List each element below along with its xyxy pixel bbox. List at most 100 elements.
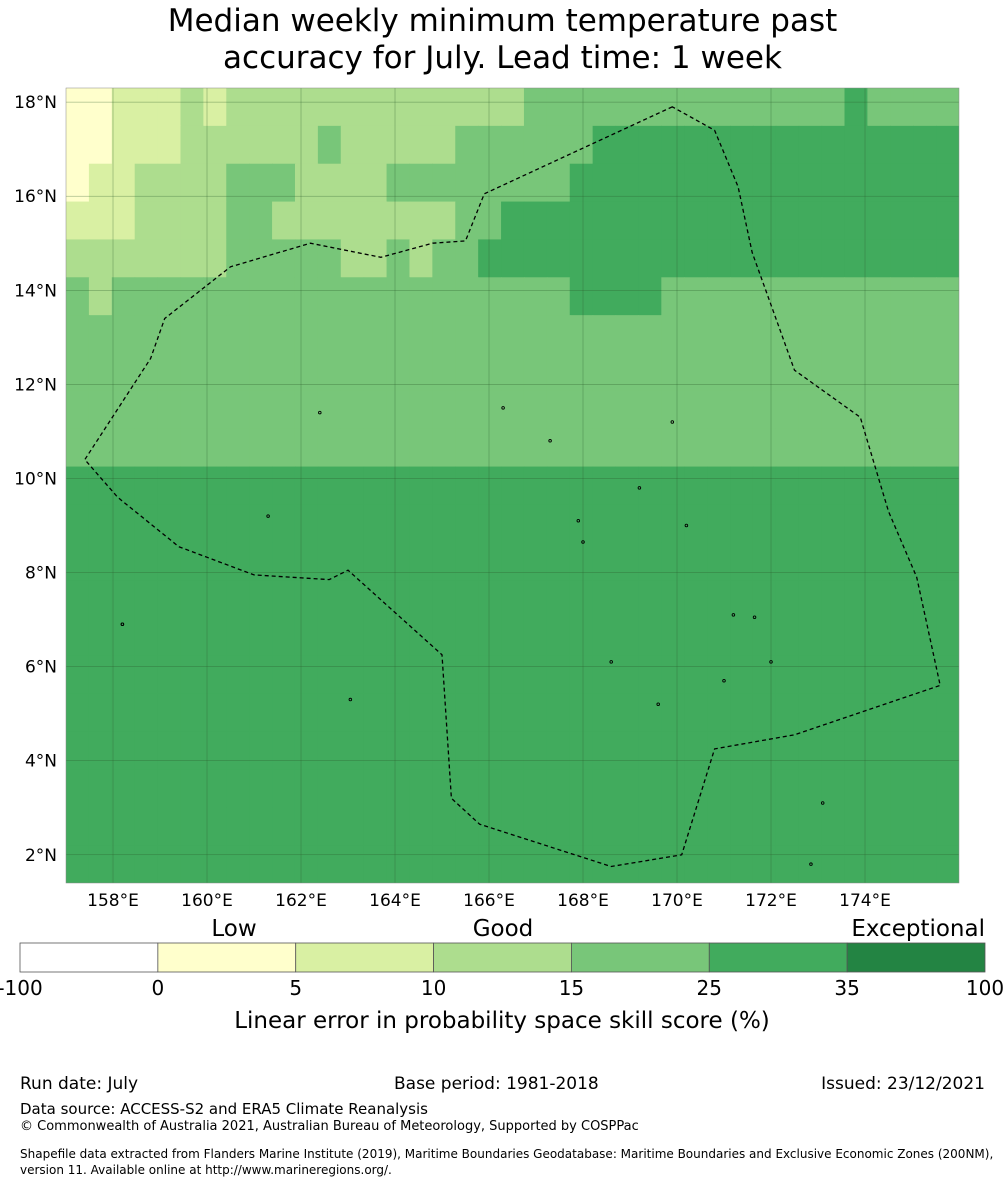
grid-cell: [501, 807, 525, 846]
grid-cell: [569, 163, 594, 203]
grid-cell: [226, 693, 250, 733]
grid-cell: [661, 201, 685, 241]
grid-cell: [478, 390, 502, 430]
grid-cell: [88, 845, 113, 883]
grid-cell: [913, 731, 937, 771]
grid-cell: [684, 353, 708, 392]
longitude-tick-label: 174°E: [839, 891, 891, 911]
grid-cell: [272, 693, 296, 733]
grid-cell: [386, 88, 411, 127]
grid-cell: [844, 618, 869, 657]
grid-cell: [890, 542, 914, 581]
latitude-tick-label: 4°N: [25, 752, 57, 772]
grid-cell: [432, 807, 456, 846]
grid-cell: [661, 845, 685, 883]
longitude-tick-label: 158°E: [87, 891, 139, 911]
grid-cell: [111, 504, 136, 543]
grid-cell: [523, 542, 548, 581]
grid-cell: [432, 390, 456, 430]
grid-cell: [752, 277, 777, 316]
grid-cell: [134, 769, 159, 808]
grid-cell: [249, 390, 273, 430]
grid-cell: [294, 769, 319, 808]
grid-cell: [867, 239, 891, 278]
grid-cell: [478, 693, 502, 733]
grid-cell: [340, 731, 365, 771]
grid-cell: [661, 125, 685, 165]
grid-cell: [409, 163, 433, 203]
grid-cell: [478, 353, 502, 392]
grid-cell: [249, 88, 273, 127]
grid-cell: [523, 125, 548, 165]
grid-cell: [707, 618, 731, 657]
grid-cell: [386, 390, 411, 430]
grid-cell: [569, 353, 594, 392]
grid-cell: [546, 807, 571, 846]
grid-cell: [203, 125, 227, 165]
grid-cell: [730, 125, 754, 165]
island-outline: [120, 622, 125, 627]
grid-cell: [752, 428, 777, 468]
grid-cell: [88, 807, 113, 846]
grid-cell: [821, 390, 846, 430]
grid-cell: [661, 428, 685, 468]
grid-cell: [294, 88, 319, 127]
grid-cell: [501, 277, 525, 316]
grid-cell: [546, 390, 571, 430]
grid-cell: [386, 428, 411, 468]
grid-cell: [455, 390, 479, 430]
grid-cell: [203, 504, 227, 543]
grid-cell: [180, 239, 204, 278]
grid-cell: [821, 466, 846, 506]
grid-cell: [409, 277, 433, 316]
grid-cell: [775, 731, 800, 771]
longitude-tick-label: 172°E: [745, 891, 797, 911]
grid-cell: [272, 315, 296, 354]
grid-cell: [272, 88, 296, 127]
grid-cell: [66, 163, 90, 203]
grid-cell: [913, 125, 937, 165]
grid-cell: [684, 542, 708, 581]
grid-cell: [294, 466, 319, 506]
grid-cell: [455, 163, 479, 203]
grid-cell: [523, 277, 548, 316]
grid-cell: [592, 504, 617, 543]
colorbar-category-label: Exceptional: [851, 916, 985, 942]
grid-cell: [867, 807, 891, 846]
grid-cell: [546, 315, 571, 354]
grid-cell: [684, 731, 708, 771]
grid-cell: [821, 618, 846, 657]
grid-cell: [455, 201, 479, 241]
grid-cell: [272, 504, 296, 543]
grid-cell: [363, 693, 388, 733]
grid-cell: [226, 504, 250, 543]
grid-cell: [821, 315, 846, 354]
grid-cell: [478, 542, 502, 581]
grid-cell: [752, 353, 777, 392]
grid-cell: [730, 201, 754, 241]
grid-cell: [867, 731, 891, 771]
grid-cell: [386, 769, 411, 808]
grid-cell: [890, 504, 914, 543]
grid-cell: [88, 163, 113, 203]
grid-cell: [226, 428, 250, 468]
island-outline: [670, 420, 675, 424]
colorbar-segment: [157, 942, 297, 973]
grid-cell: [203, 693, 227, 733]
grid-cell: [180, 655, 204, 695]
grid-cell: [294, 580, 319, 619]
grid-cell: [340, 655, 365, 695]
grid-cell: [569, 693, 594, 733]
grid-cell: [638, 769, 662, 808]
grid-cell: [501, 125, 525, 165]
grid-cell: [409, 239, 433, 278]
grid-cell: [615, 580, 640, 619]
grid-cell: [272, 163, 296, 203]
grid-cell: [249, 618, 273, 657]
grid-cell: [134, 201, 159, 241]
grid-cell: [501, 655, 525, 695]
grid-cell: [294, 201, 319, 241]
grid-cell: [455, 807, 479, 846]
grid-cell: [752, 769, 777, 808]
grid-cell: [592, 353, 617, 392]
